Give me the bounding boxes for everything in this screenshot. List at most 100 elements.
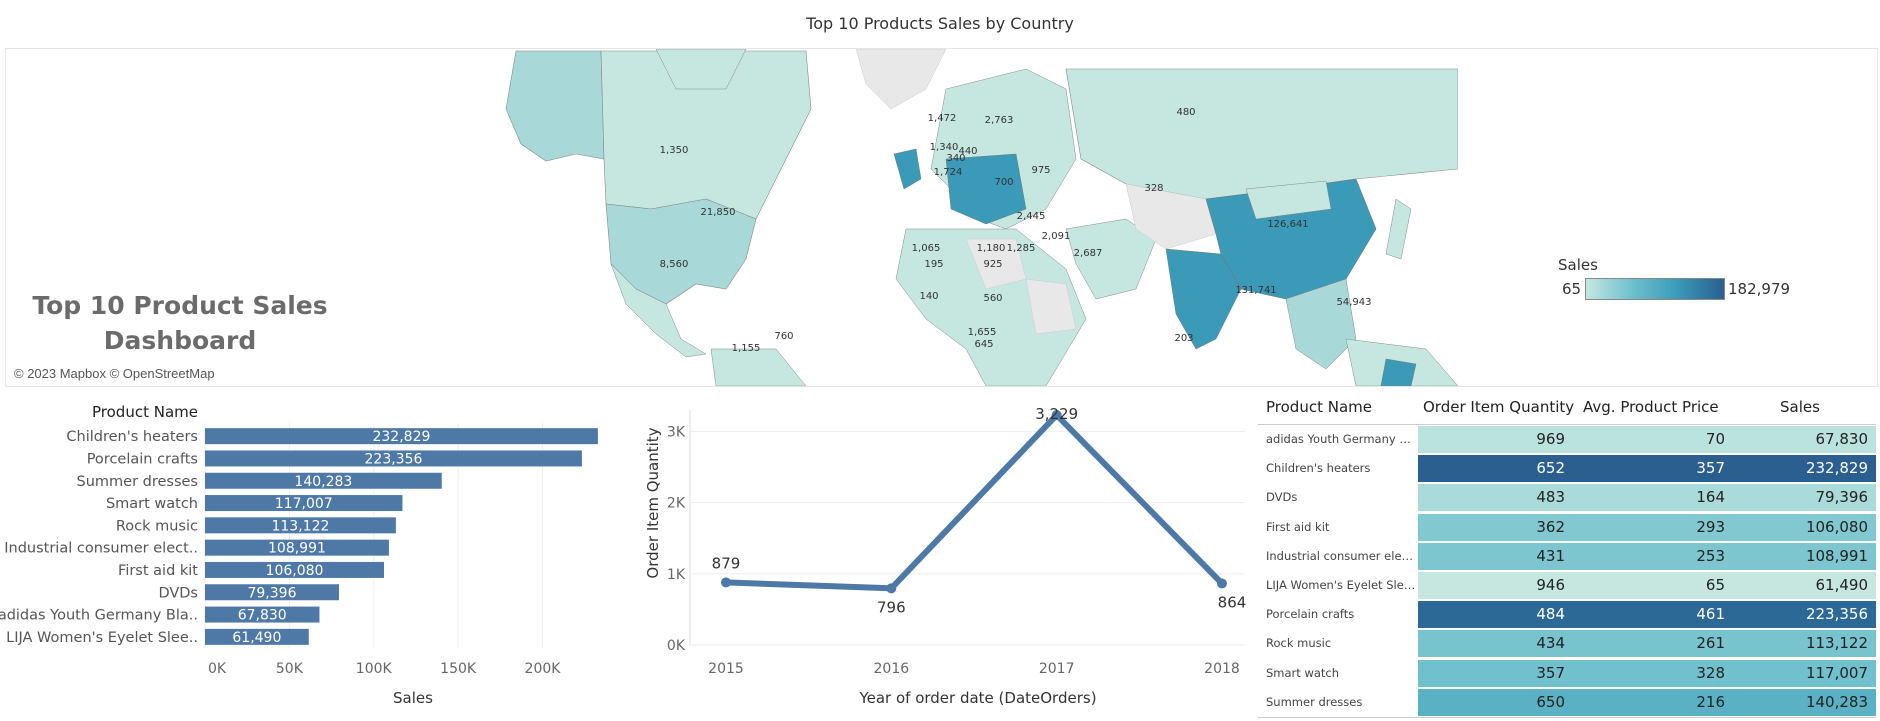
bar-category-label[interactable]: Industrial consumer elect.. [4, 541, 198, 557]
bar-category-label[interactable]: LIJA Women's Eyelet Slee.. [6, 630, 198, 646]
row-product-name[interactable]: Children's heaters [1266, 461, 1371, 476]
bar-category-label[interactable]: DVDs [158, 585, 198, 601]
table-row[interactable]: LIJA Women's Eyelet Sleev.. 946 65 61,490 [1258, 571, 1876, 600]
map-country-label[interactable]: 1,655 [968, 327, 997, 338]
row-product-name[interactable]: Rock music [1266, 636, 1332, 651]
world-map[interactable]: 1,350 21,850 8,560 480 328 126,641 131,741 2,44… [426, 49, 1458, 386]
table-row[interactable]: DVDs 483 164 79,396 [1258, 483, 1876, 512]
map-country-label[interactable]: 1,350 [660, 145, 689, 156]
bar-category-label[interactable]: Smart watch [106, 496, 198, 512]
line-point[interactable] [1217, 578, 1227, 589]
bar[interactable] [205, 450, 582, 467]
map-country-label[interactable]: 8,560 [660, 259, 689, 270]
row-product-name[interactable]: Porcelain crafts [1266, 607, 1355, 622]
bar[interactable] [205, 561, 385, 578]
map-country-label[interactable]: 1,065 [912, 243, 941, 254]
col-header-avg-price[interactable]: Avg. Product Price [1583, 398, 1719, 416]
bar[interactable] [205, 495, 403, 512]
row-product-name[interactable]: LIJA Women's Eyelet Sleev.. [1266, 578, 1416, 592]
bar[interactable] [205, 517, 396, 534]
quantity-line-chart[interactable]: Order Item Quantity 0K 1K 2K 3K 879 796 3,229… [630, 395, 1260, 715]
bar[interactable] [205, 606, 320, 623]
table-row[interactable]: Rock music 434 261 113,122 [1258, 629, 1876, 658]
bar-value-label: 117,007 [275, 496, 333, 512]
table-row[interactable]: Summer dresses 650 216 140,283 [1258, 688, 1876, 717]
map-country-label[interactable]: 2,091 [1042, 231, 1071, 242]
table-row[interactable]: Smart watch 357 328 117,007 [1258, 659, 1876, 688]
row-product-name[interactable]: Summer dresses [1266, 694, 1363, 709]
row-product-name[interactable]: Industrial consumer electro.. [1266, 548, 1416, 563]
row-quantity: 484 [1536, 605, 1565, 624]
map-country-label[interactable]: 21,850 [701, 207, 736, 218]
bar[interactable] [205, 539, 389, 556]
map-country-label[interactable]: 195 [924, 259, 943, 270]
map-country-label[interactable]: 126,641 [1267, 219, 1308, 230]
sales-bar-chart[interactable]: Product Name Children's heaters 232,829 Po… [0, 395, 625, 715]
col-header-product-name[interactable]: Product Name [1266, 398, 1372, 416]
row-product-name[interactable]: DVDs [1266, 490, 1298, 505]
bar-x-tick-label: 150K [440, 661, 477, 677]
bar-category-label[interactable]: Rock music [116, 518, 198, 534]
col-header-sales[interactable]: Sales [1780, 398, 1820, 416]
bar[interactable] [205, 472, 442, 489]
row-avg-price: 70 [1705, 430, 1725, 448]
map-country-label[interactable]: 1,285 [1007, 243, 1036, 254]
map-country-label[interactable]: 560 [983, 293, 1002, 304]
line-series[interactable] [725, 412, 1225, 592]
map-country-label[interactable]: 440 [958, 146, 977, 157]
map-country-label[interactable]: 480 [1176, 107, 1195, 118]
map-country-label[interactable]: 2,763 [985, 115, 1014, 126]
bar-category-label[interactable]: Children's heaters [66, 429, 198, 445]
bar-category-label[interactable]: adidas Youth Germany Bla.. [0, 608, 198, 624]
map-country-label[interactable]: 975 [1031, 165, 1050, 176]
row-sales: 223,356 [1805, 605, 1868, 624]
map-country-label[interactable]: 1,472 [928, 113, 957, 124]
row-product-name[interactable]: adidas Youth Germany Blac.. [1266, 432, 1416, 446]
table-row[interactable]: adidas Youth Germany Blac.. 969 70 67,830 [1258, 425, 1876, 454]
map-country-label[interactable]: 645 [974, 339, 993, 350]
bar-value-label: 61,490 [232, 630, 281, 646]
bar[interactable] [205, 428, 598, 445]
map-country-label[interactable]: 925 [983, 259, 1002, 270]
line-point[interactable] [721, 577, 731, 588]
row-heat-fill [1418, 659, 1876, 687]
map-country-label[interactable]: 131,741 [1235, 285, 1276, 296]
map-country-label[interactable]: 2,687 [1074, 248, 1103, 259]
bar-category-label[interactable]: Porcelain crafts [87, 451, 198, 467]
row-sales: 108,991 [1805, 546, 1868, 565]
row-product-name[interactable]: Smart watch [1266, 665, 1340, 680]
bar[interactable] [205, 628, 309, 645]
col-header-quantity[interactable]: Order Item Quantity [1423, 398, 1575, 416]
map-country-label[interactable]: 328 [1144, 183, 1163, 194]
map-attribution[interactable]: © 2023 Mapbox © OpenStreetMap [14, 366, 215, 381]
row-sales: 79,396 [1815, 488, 1869, 507]
bar-x-axis-title: Sales [393, 689, 433, 707]
map-country-label[interactable]: 1,340 [930, 142, 959, 153]
map-country-label[interactable]: 2,445 [1017, 211, 1046, 222]
table-row[interactable]: Children's heaters 652 357 232,829 [1258, 454, 1876, 483]
table-row[interactable]: Porcelain crafts 484 461 223,356 [1258, 600, 1876, 629]
map-country-label[interactable]: 140 [919, 291, 938, 302]
row-heat-fill [1418, 513, 1876, 541]
legend-title: Sales [1558, 256, 1598, 274]
line-point[interactable] [1051, 410, 1062, 421]
row-heat-fill [1418, 688, 1876, 716]
row-product-name[interactable]: First aid kit [1266, 519, 1330, 534]
map-country-label[interactable]: 760 [774, 331, 793, 342]
map-panel[interactable]: 1,350 21,850 8,560 480 328 126,641 131,741 2,44… [5, 48, 1878, 387]
table-row[interactable]: Industrial consumer electro.. 431 253 108,9… [1258, 542, 1876, 571]
row-avg-price: 261 [1696, 634, 1725, 653]
map-country-label[interactable]: 1,180 [977, 243, 1006, 254]
bar-category-label[interactable]: First aid kit [118, 563, 198, 579]
table-row[interactable]: First aid kit 362 293 106,080 [1258, 513, 1876, 542]
map-country-label[interactable]: 1,155 [732, 343, 761, 354]
dashboard-title: Top 10 Product Sales Dashboard [32, 291, 328, 355]
map-country-label[interactable]: 340 [946, 153, 965, 164]
line-point[interactable] [886, 583, 897, 594]
map-country-label[interactable]: 54,943 [1337, 297, 1372, 308]
map-country-label[interactable]: 1,724 [934, 167, 963, 178]
bar-category-label[interactable]: Summer dresses [77, 474, 199, 490]
bar[interactable] [205, 584, 339, 601]
map-country-label[interactable]: 700 [994, 177, 1013, 188]
map-country-label[interactable]: 203 [1174, 333, 1193, 344]
